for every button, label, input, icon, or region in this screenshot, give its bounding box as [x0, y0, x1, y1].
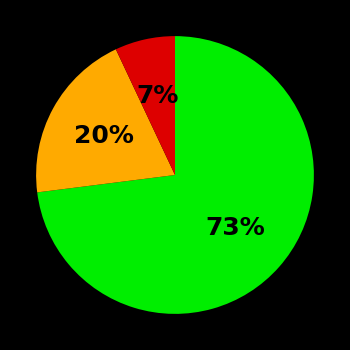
Text: 7%: 7%: [136, 84, 178, 108]
Text: 20%: 20%: [75, 124, 134, 148]
Wedge shape: [116, 36, 175, 175]
Text: 73%: 73%: [205, 216, 265, 240]
Wedge shape: [36, 49, 175, 192]
Wedge shape: [37, 36, 314, 314]
